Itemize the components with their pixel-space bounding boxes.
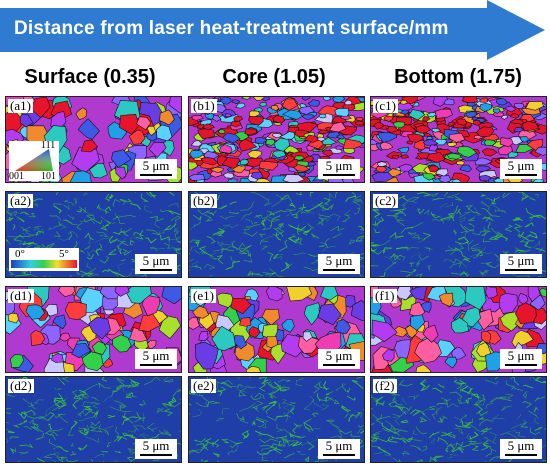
scale-bar-label: 5 μm [507, 158, 535, 173]
banner-title: Distance from laser heat-treatment surfa… [14, 18, 449, 39]
banner-arrow-icon [0, 0, 545, 60]
micrograph-panel: (a2) 5 μm 0° 5° [5, 191, 182, 278]
panel-label: (b2) [191, 193, 217, 208]
scale-bar-label: 5 μm [325, 348, 353, 363]
kam-map-image [189, 192, 364, 277]
scale-bar-label: 5 μm [507, 348, 535, 363]
scale-bar: 5 μm [318, 254, 360, 274]
scale-bar-line [323, 269, 355, 271]
micrograph-panel: (d1) 5 μm [5, 286, 182, 373]
scale-bar-label: 5 μm [507, 253, 535, 268]
panel-label: (c1) [373, 98, 398, 113]
scale-bar-label: 5 μm [142, 438, 170, 453]
panel-label: (f1) [373, 288, 397, 303]
scale-bar-line [140, 174, 172, 176]
scale-bar-line [140, 269, 172, 271]
column-heading-surface: Surface (0.35) [24, 66, 156, 88]
scale-bar-label: 5 μm [507, 438, 535, 453]
ipf-map-image [6, 287, 181, 372]
micrograph-panel: (e2) 5 μm [188, 376, 365, 463]
panel-label: (c2) [373, 193, 398, 208]
scale-bar-line [140, 454, 172, 456]
micrograph-panel: (b2) 5 μm [188, 191, 365, 278]
kam-key-max: 5° [59, 248, 69, 260]
ipf-key-001: 001 [9, 171, 24, 182]
scale-bar-label: 5 μm [325, 158, 353, 173]
column-heading-bottom: Bottom (1.75) [394, 66, 522, 88]
scale-bar: 5 μm [135, 349, 177, 369]
distance-banner: Distance from laser heat-treatment surfa… [0, 0, 550, 60]
micrograph-panel: (b1) 5 μm [188, 96, 365, 183]
micrograph-panel: (e1) 5 μm [188, 286, 365, 373]
panel-label: (b1) [191, 98, 217, 113]
scale-bar: 5 μm [500, 349, 542, 369]
micrograph-panel: (c2) 5 μm [370, 191, 547, 278]
micrograph-panel: (c1) 5 μm [370, 96, 547, 183]
ipf-color-key: 111 001 101 [9, 140, 59, 182]
panel-label: (d1) [8, 288, 34, 303]
scale-bar-line [505, 454, 537, 456]
kam-key-min: 0° [15, 248, 25, 260]
panel-label: (e2) [191, 378, 216, 393]
kam-gradient-bar [11, 260, 77, 268]
scale-bar: 5 μm [135, 439, 177, 459]
panel-label: (a1) [8, 98, 33, 113]
panel-label: (e1) [191, 288, 216, 303]
scale-bar-label: 5 μm [325, 438, 353, 453]
scale-bar-line [505, 174, 537, 176]
panel-label: (a2) [8, 193, 33, 208]
scale-bar: 5 μm [318, 439, 360, 459]
scale-bar: 5 μm [318, 159, 360, 179]
micrograph-panel: (d2) 5 μm [5, 376, 182, 463]
scale-bar-line [323, 174, 355, 176]
kam-map-image [371, 192, 546, 277]
ipf-triangle-icon [15, 149, 53, 171]
scale-bar-line [505, 364, 537, 366]
scale-bar-line [140, 364, 172, 366]
panel-label: (d2) [8, 378, 34, 393]
scale-bar-label: 5 μm [142, 253, 170, 268]
scale-bar-label: 5 μm [142, 348, 170, 363]
scale-bar-label: 5 μm [142, 158, 170, 173]
scale-bar-label: 5 μm [325, 253, 353, 268]
ipf-key-111: 111 [41, 140, 56, 151]
scale-bar: 5 μm [500, 254, 542, 274]
panel-label: (f2) [373, 378, 397, 393]
micrograph-panel: (f2) 5 μm [370, 376, 547, 463]
scale-bar: 5 μm [318, 349, 360, 369]
column-heading-core: Core (1.05) [222, 66, 326, 88]
scale-bar: 5 μm [135, 159, 177, 179]
scale-bar: 5 μm [500, 159, 542, 179]
micrograph-panel: (a1) 5 μm 111 001 101 [5, 96, 182, 183]
ipf-key-101: 101 [41, 171, 56, 182]
scale-bar: 5 μm [500, 439, 542, 459]
micrograph-panel: (f1) 5 μm [370, 286, 547, 373]
scale-bar-line [323, 454, 355, 456]
scale-bar-line [323, 364, 355, 366]
scale-bar: 5 μm [135, 254, 177, 274]
kam-color-key: 0° 5° [9, 248, 79, 271]
scale-bar-line [505, 269, 537, 271]
